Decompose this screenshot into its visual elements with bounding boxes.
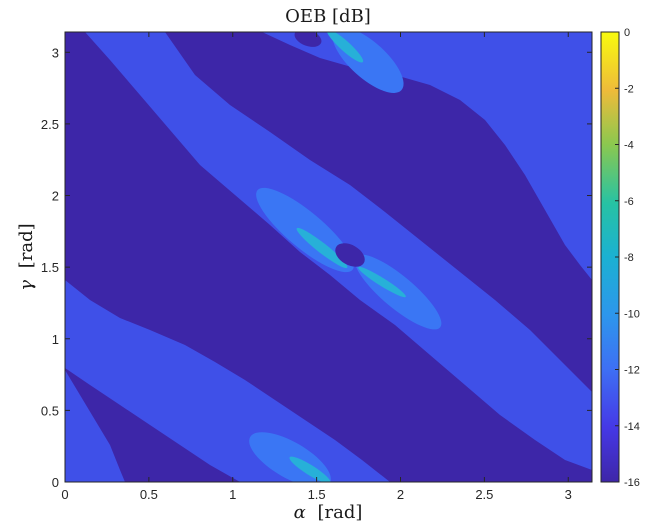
x-tick-label: 2 (397, 487, 404, 502)
heatmap-band-corner-bottom (65, 370, 125, 482)
y-axis-label: γ [rad] (16, 223, 37, 290)
heatmap-peak-top (326, 32, 364, 63)
colorbar-tick-label: -16 (624, 477, 640, 489)
y-tick-label: 1 (52, 332, 59, 347)
x-tick-label: 0.5 (140, 487, 158, 502)
y-tick-label: 0 (52, 475, 59, 490)
colorbar-tick-label: -4 (624, 140, 634, 152)
colorbar-tick-label: -14 (624, 421, 640, 433)
y-tick-label: 2.5 (41, 117, 59, 132)
plot-frame (64, 31, 593, 483)
y-tick-label: 0.5 (41, 403, 59, 418)
colorbar-tick-label: -2 (624, 83, 634, 95)
y-tick-label: 3 (52, 45, 59, 60)
heatmap-dip-center (335, 243, 365, 267)
heatmap-plot-area (65, 32, 592, 482)
y-tick-label: 2 (52, 189, 59, 204)
heatmap-dip-top (294, 32, 322, 47)
y-axis-symbol: γ (16, 280, 37, 291)
colorbar-tick-label: -12 (624, 365, 640, 377)
y-axis-ticks: 0 0.5 1 1.5 2 2.5 3 (41, 45, 592, 490)
colorbar-tick-label: 0 (624, 27, 630, 39)
colorbar: 0 -2 -4 -6 -8 -10 -12 -14 -16 (600, 27, 640, 489)
heatmap-lobe-top (332, 32, 404, 93)
heatmap-peak-center-lower (358, 266, 406, 298)
colorbar-tick-label: -10 (624, 308, 640, 320)
heatmap-peak-bottom (289, 456, 331, 482)
x-axis-ticks: 0 0.5 1 1.5 2 2.5 3 (61, 32, 572, 502)
x-axis-label: α [rad] (294, 502, 363, 523)
heatmap-band-upper-right (262, 32, 592, 280)
colorbar-tick-label: -8 (624, 252, 634, 264)
x-tick-label: 1.5 (308, 487, 326, 502)
x-axis-symbol: α (294, 502, 306, 523)
colorbar-ticks: 0 -2 -4 -6 -8 -10 -12 -14 -16 (615, 27, 640, 489)
y-tick-label: 1.5 (41, 260, 59, 275)
x-axis-unit: [rad] (317, 502, 362, 523)
x-tick-label: 1 (229, 487, 236, 502)
heatmap-band-lower-left (65, 280, 390, 482)
x-tick-label: 3 (565, 487, 572, 502)
x-tick-label: 2.5 (475, 487, 493, 502)
x-tick-label: 0 (61, 487, 68, 502)
chart-title: OEB [dB] (285, 6, 371, 27)
colorbar-tick-label: -6 (624, 196, 634, 208)
heatmap-peak-center-upper (296, 227, 348, 269)
y-axis-unit: [rad] (16, 223, 37, 268)
